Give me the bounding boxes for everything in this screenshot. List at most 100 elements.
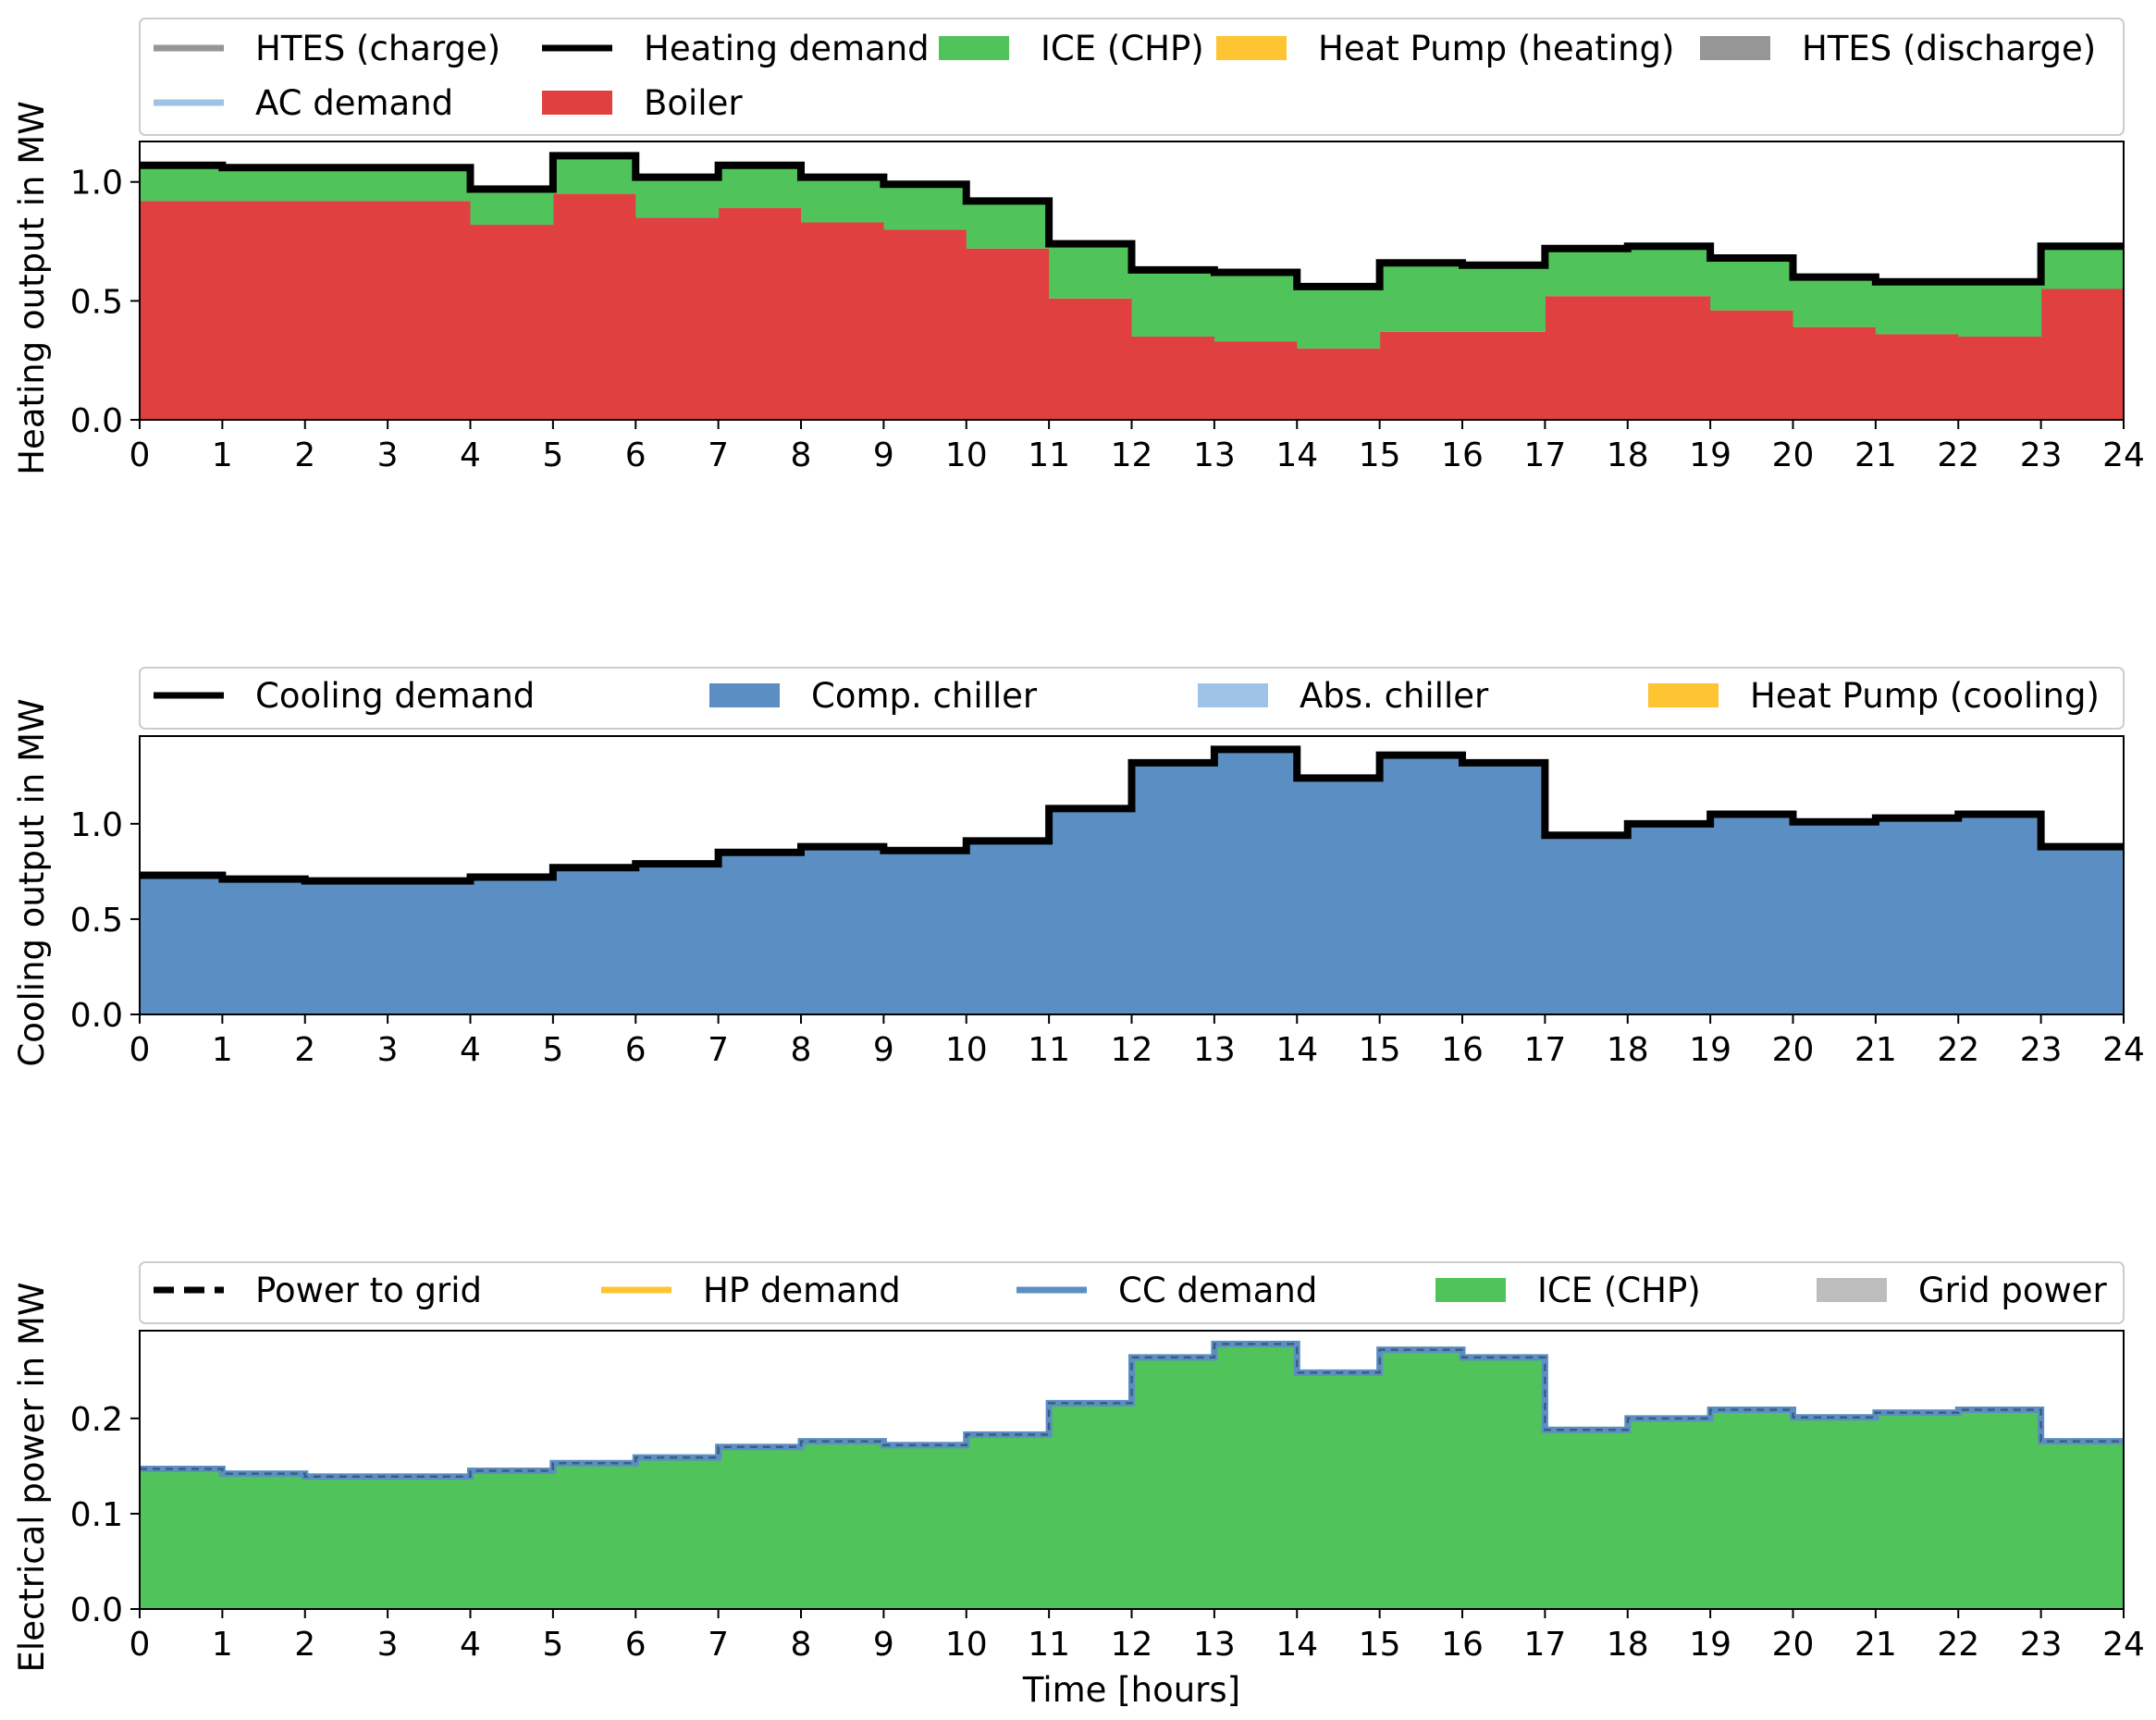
x-tick-label: 15	[1359, 1031, 1401, 1069]
legend-label: Boiler	[644, 83, 743, 123]
x-tick-label: 21	[1854, 1031, 1897, 1069]
x-tick-label: 21	[1854, 1626, 1897, 1664]
area-segment	[718, 1446, 802, 1609]
area-segment	[1710, 310, 1794, 420]
legend-swatch	[939, 36, 1009, 60]
area-segment	[304, 201, 388, 420]
series-ice-chp	[140, 1344, 2125, 1609]
legend-entry-cooling-demand: Cooling demand	[154, 676, 535, 716]
area-segment	[1710, 258, 1794, 311]
legend-label: Cooling demand	[255, 676, 535, 716]
area-segment	[1049, 243, 1133, 299]
area-segment	[801, 846, 884, 1014]
area-segment	[1793, 326, 1877, 420]
area-segment	[1297, 348, 1381, 420]
y-axis-label: Cooling output in MW	[12, 698, 52, 1066]
area-segment	[1958, 281, 2042, 337]
legend-swatch	[1216, 36, 1287, 60]
area-segment	[1627, 246, 1711, 297]
area-segment	[635, 864, 720, 1014]
series-comp-chiller	[140, 749, 2125, 1014]
x-tick-label: 7	[708, 1626, 729, 1664]
area-segment	[1379, 1349, 1463, 1609]
area-segment	[470, 189, 554, 226]
area-segment	[470, 225, 554, 420]
legend-entry-boiler: Boiler	[542, 83, 743, 123]
area-segment	[883, 229, 967, 420]
area-segment	[1793, 821, 1877, 1014]
area-segment	[1958, 814, 2042, 1014]
area-segment	[1545, 296, 1629, 420]
x-tick-label: 19	[1689, 1626, 1731, 1664]
legend-frame	[139, 1261, 2125, 1324]
area-segment	[222, 201, 306, 420]
x-axis: 0 1 2 3 4 5 6 7 8 9 10 11 12 13 14 15 16 17 18 19 20 21 22 23 24	[129, 420, 2145, 474]
electrical-chart: Power to grid HP demand CC demand ICE (CHP)…	[12, 1261, 2145, 1710]
area-segment	[1049, 298, 1133, 420]
area-segment	[1710, 814, 1794, 1014]
x-tick-label: 21	[1854, 436, 1897, 474]
x-tick-label: 17	[1523, 436, 1566, 474]
legend-swatch	[1198, 683, 1268, 707]
x-tick-label: 19	[1689, 1031, 1731, 1069]
y-axis-label: Electrical power in MW	[12, 1283, 52, 1673]
x-tick-label: 11	[1028, 436, 1070, 474]
y-axis: 0.0 0.5 1.0	[70, 806, 140, 1035]
x-tick-label: 1	[212, 436, 233, 474]
area-segment	[470, 877, 554, 1014]
area-segment	[1379, 263, 1463, 332]
x-tick-label: 0	[129, 436, 151, 474]
area-segment	[1793, 1417, 1877, 1609]
legend-label: AC demand	[255, 83, 453, 123]
x-tick-label: 23	[2020, 1031, 2063, 1069]
area-segment	[1462, 762, 1546, 1014]
x-tick-label: 14	[1275, 436, 1318, 474]
area-segment	[1297, 1372, 1381, 1609]
y-tick-label: 1.0	[70, 165, 123, 203]
y-axis: 0.0 0.1 0.2	[70, 1401, 140, 1629]
x-axis: 0 1 2 3 4 5 6 7 8 9 10 11 12 13 14 15 16 17 18 19 20 21 22 23 24	[129, 1609, 2145, 1664]
legend-label: HTES (charge)	[255, 29, 500, 68]
area-segment	[966, 248, 1050, 420]
area-segment	[966, 841, 1050, 1014]
legend-entry-heat-pump-cooling: Heat Pump (cooling)	[1648, 676, 2100, 716]
x-tick-label: 5	[542, 1031, 563, 1069]
legend-label: ICE (CHP)	[1041, 29, 1204, 68]
legend-label: ICE (CHP)	[1537, 1271, 1701, 1310]
area-segment	[1131, 269, 1215, 337]
legend-label: HP demand	[703, 1271, 901, 1310]
legend-frame	[139, 18, 2125, 136]
legend-entry-comp-chiller: Comp. chiller	[709, 676, 1038, 716]
area-segment	[1627, 1418, 1711, 1609]
y-axis-label: Heating output in MW	[12, 101, 52, 475]
x-tick-label: 16	[1441, 436, 1484, 474]
area-segment	[1131, 336, 1215, 420]
area-segment	[1214, 272, 1298, 342]
area-segment	[635, 177, 720, 218]
x-tick-label: 4	[460, 436, 481, 474]
x-tick-label: 4	[460, 1031, 481, 1069]
x-tick-label: 0	[129, 1031, 151, 1069]
x-tick-label: 10	[945, 1626, 988, 1664]
legend-label: Power to grid	[255, 1271, 482, 1310]
x-tick-label: 20	[1772, 436, 1815, 474]
cooling-chart: Cooling demand Comp. chiller Abs. chiller H…	[12, 667, 2145, 1069]
legend-label: Comp. chiller	[811, 676, 1038, 716]
x-tick-label: 20	[1772, 1031, 1815, 1069]
legend-entry-power-to-grid: Power to grid	[154, 1271, 482, 1310]
area-segment	[388, 1476, 472, 1609]
legend: HTES (charge) Heating demand ICE (CHP) Heat…	[139, 18, 2125, 136]
area-segment	[1627, 296, 1711, 420]
x-tick-label: 12	[1111, 1626, 1153, 1664]
area-segment	[635, 217, 720, 420]
area-segment	[635, 1457, 720, 1609]
legend-entry-ice-chp: ICE (CHP)	[939, 29, 1204, 68]
x-tick-label: 18	[1607, 1031, 1649, 1069]
area-segment	[2040, 289, 2125, 420]
area-segment	[1049, 1403, 1133, 1609]
x-tick-label: 5	[542, 436, 563, 474]
legend-label: Grid power	[1918, 1271, 2108, 1310]
x-tick-label: 11	[1028, 1626, 1070, 1664]
area-segment	[1049, 808, 1133, 1014]
y-axis: 0.0 0.5 1.0	[70, 165, 140, 440]
